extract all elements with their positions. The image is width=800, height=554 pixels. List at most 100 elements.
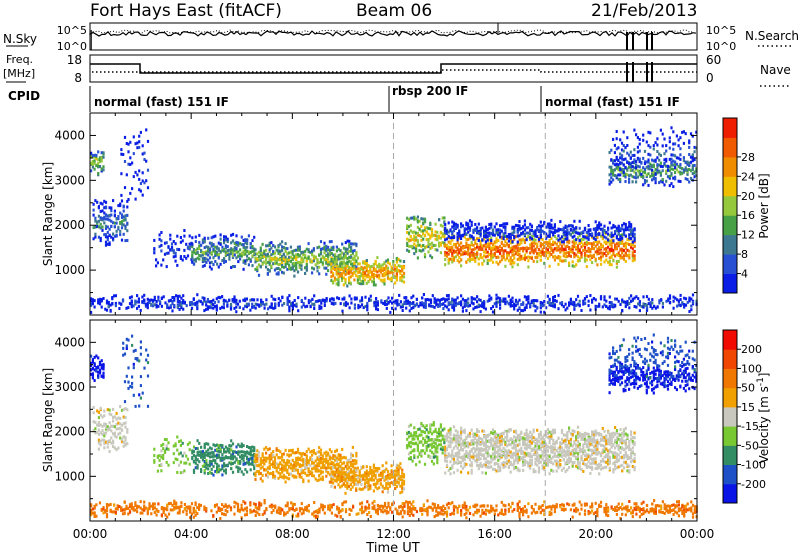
power-cell (452, 258, 456, 262)
power-cell (534, 255, 537, 259)
power-cell (502, 243, 505, 247)
power-cell (439, 243, 442, 247)
power-cell (212, 306, 215, 310)
power-cell (621, 227, 624, 231)
power-cell (690, 297, 693, 301)
power-cell (259, 249, 262, 253)
power-cell (335, 263, 338, 267)
power-cell (327, 254, 330, 258)
power-cell (288, 251, 291, 255)
power-cell (201, 241, 204, 245)
power-cell (663, 158, 666, 162)
power-cell (346, 239, 349, 243)
power-cell (460, 248, 463, 252)
power-cell (270, 256, 273, 260)
velocity-cell (123, 352, 127, 356)
power-cell (210, 302, 213, 306)
velocity-cell (268, 454, 271, 458)
power-cell (559, 228, 562, 231)
power-cell (221, 259, 224, 262)
velocity-cell (288, 477, 291, 481)
power-cell (686, 170, 689, 174)
power-cell (435, 301, 438, 305)
power-cell (682, 141, 685, 145)
power-cell (591, 234, 594, 238)
power-cell (394, 267, 397, 271)
velocity-cell (194, 447, 197, 450)
power-cell (106, 235, 109, 239)
velocity-cell (296, 471, 300, 475)
velocity-cell (240, 454, 243, 457)
velocity-cell (192, 468, 196, 472)
power-colorbar-tick-label: 24 (741, 170, 755, 183)
velocity-cell (339, 458, 342, 461)
power-cell (374, 273, 377, 277)
power-cell (548, 245, 551, 249)
power-cell (272, 250, 275, 253)
velocity-cell (228, 447, 231, 451)
power-cell (635, 172, 638, 176)
power-cell (645, 295, 649, 299)
power-cell (490, 296, 493, 300)
power-cell (582, 235, 585, 238)
power-cell (585, 230, 588, 234)
power-cell (628, 233, 631, 237)
power-cell (289, 259, 292, 263)
power-cell (223, 257, 226, 261)
power-cell (124, 227, 127, 230)
power-cell (323, 258, 326, 262)
power-cell (208, 251, 212, 255)
velocity-cell (200, 445, 203, 449)
power-cell (374, 259, 377, 263)
power-cell (628, 249, 631, 253)
power-cell (261, 253, 264, 257)
power-cell (103, 217, 106, 221)
power-cell (342, 269, 345, 273)
power-cell (502, 235, 505, 238)
power-cell (651, 168, 654, 172)
velocity-cell (316, 469, 319, 473)
velocity-cell (302, 452, 305, 456)
power-cell (668, 157, 671, 161)
power-cell (392, 300, 395, 304)
velocity-cell (221, 467, 224, 471)
power-cell (381, 266, 384, 270)
power-cell (672, 153, 675, 157)
power-cell (203, 251, 206, 255)
power-cell (330, 260, 333, 264)
velocity-cell (122, 408, 125, 412)
velocity-cell (300, 468, 303, 472)
power-cell (603, 303, 606, 307)
power-cell (458, 230, 461, 234)
power-cell (372, 266, 375, 270)
power-cell (483, 303, 486, 307)
power-cell (327, 263, 330, 267)
power-cell (452, 223, 456, 227)
cpid-label: CPID (8, 89, 40, 103)
velocity-cell (115, 411, 118, 415)
power-cell (385, 272, 388, 276)
velocity-cell (231, 452, 235, 456)
power-cell (130, 295, 133, 299)
power-cell (587, 235, 590, 239)
velocity-cell (138, 404, 141, 408)
velocity-cell (319, 466, 323, 470)
power-cell (670, 157, 673, 161)
power-cell (562, 242, 565, 246)
power-cell (626, 300, 629, 303)
power-cell (479, 240, 482, 244)
power-cell (619, 256, 622, 260)
power-cell (256, 252, 259, 256)
power-cell (93, 161, 96, 165)
power-cell (539, 258, 542, 262)
power-swatch (723, 273, 737, 294)
power-cell (339, 274, 342, 278)
power-cell (125, 306, 128, 310)
velocity-cell (221, 464, 224, 468)
power-cell (672, 185, 675, 189)
velocity-cell (103, 442, 106, 446)
power-cell (438, 301, 441, 305)
power-cell (257, 258, 261, 262)
power-cell (371, 275, 374, 279)
power-cell (536, 306, 539, 310)
